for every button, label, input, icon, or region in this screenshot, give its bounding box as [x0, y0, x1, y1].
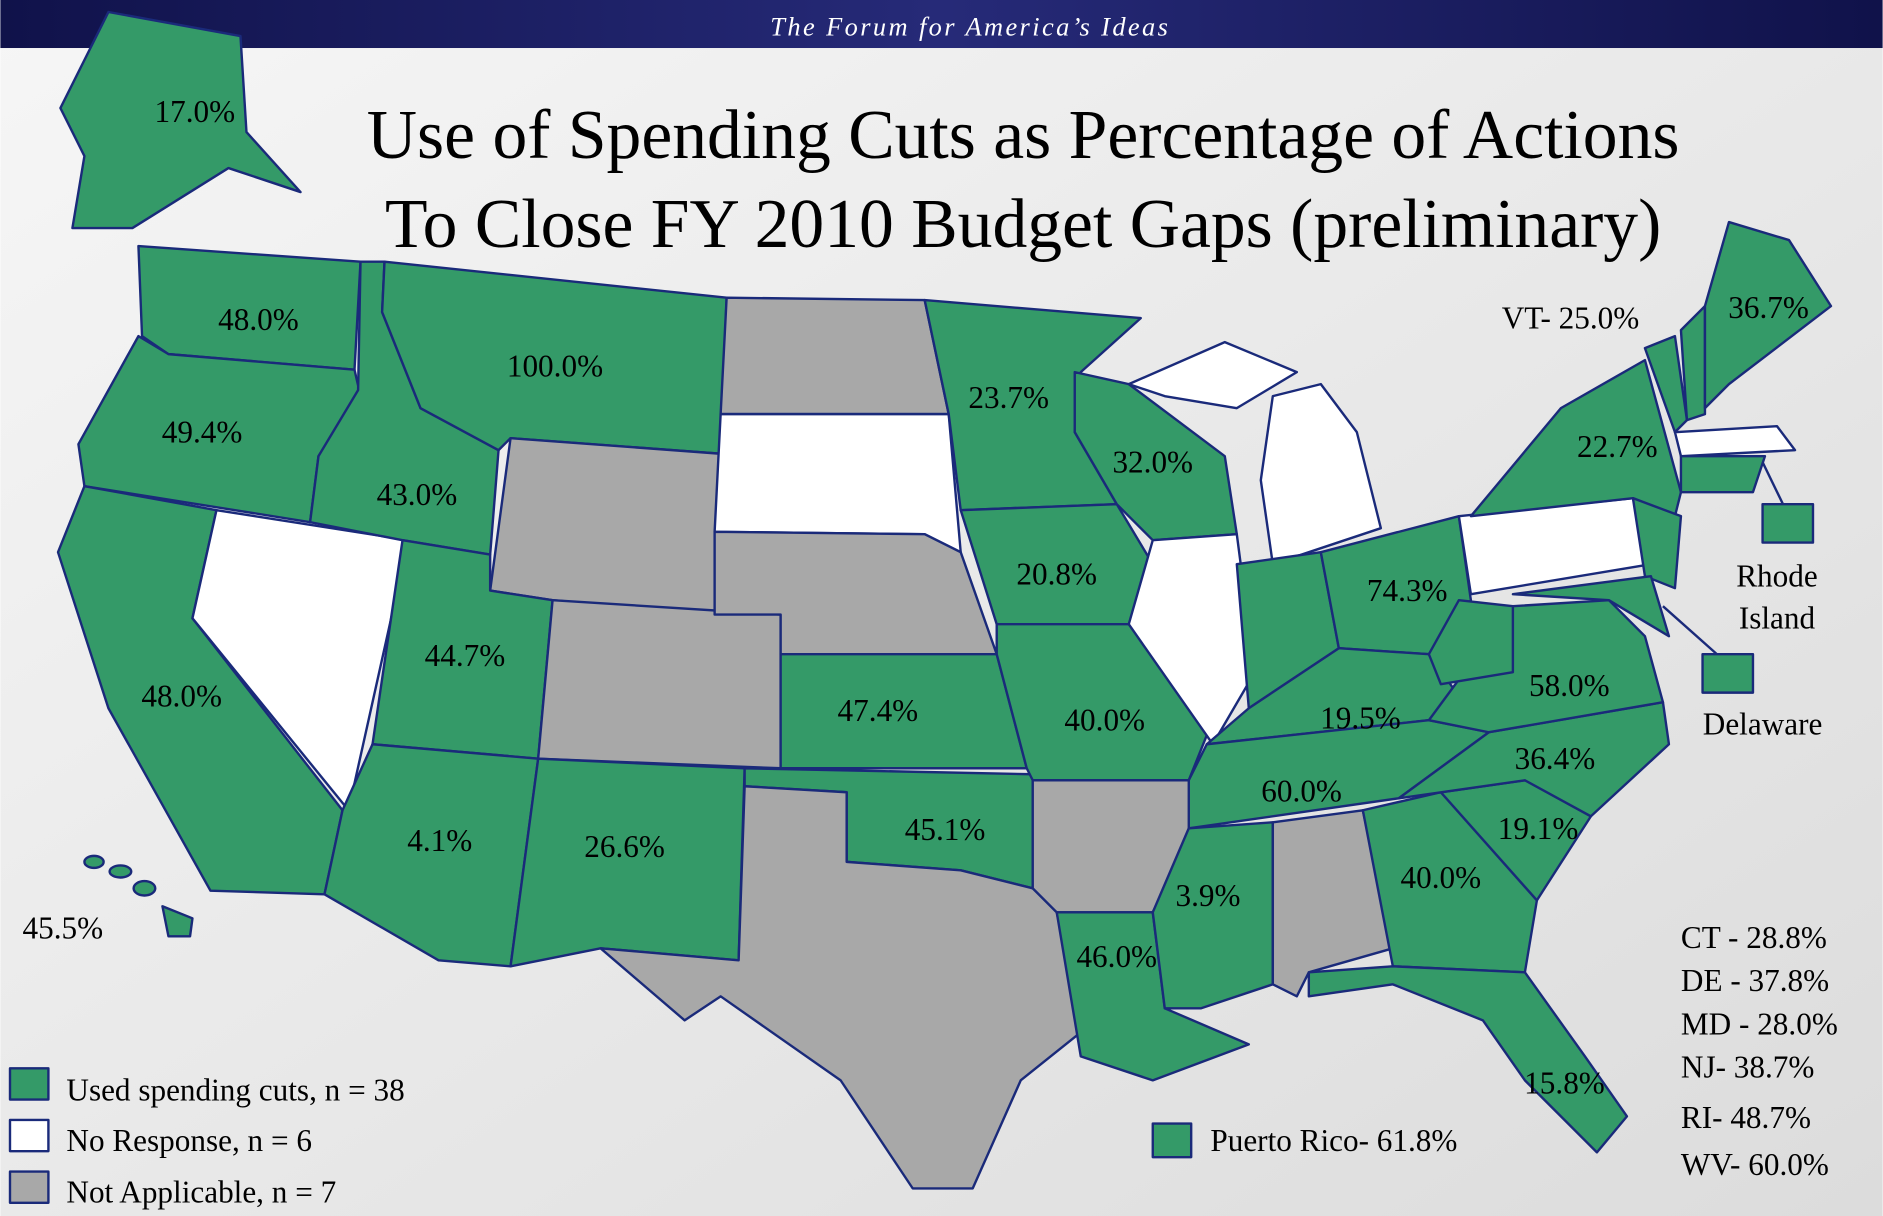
- states: [56, 10, 1833, 1190]
- callout-label: Delaware: [1703, 706, 1823, 741]
- legend: Used spending cuts, n = 38 No Response, …: [8, 1067, 1457, 1209]
- state: [1127, 340, 1299, 410]
- state: [1511, 574, 1671, 638]
- state-label: 22.7%: [1577, 429, 1658, 464]
- note: NJ- 38.7%: [1681, 1050, 1814, 1085]
- state-label: 20.8%: [1016, 556, 1097, 591]
- state-label: 49.4%: [162, 415, 243, 450]
- legend-swatch: [8, 1067, 50, 1101]
- note: WV- 60.0%: [1681, 1147, 1829, 1182]
- state-label: 26.6%: [584, 829, 665, 864]
- state-label: 74.3%: [1367, 573, 1448, 608]
- state: [536, 598, 782, 770]
- state-label: 45.5%: [23, 910, 104, 945]
- island: [108, 864, 133, 879]
- territory-label: Puerto Rico- 61.8%: [1210, 1123, 1457, 1158]
- state-label: 46.0%: [1076, 939, 1157, 974]
- state-label: 40.0%: [1064, 703, 1145, 738]
- note: RI- 48.7%: [1681, 1100, 1811, 1135]
- header-bar: [0, 0, 1883, 49]
- state: [1679, 304, 1707, 422]
- state: [1427, 598, 1515, 686]
- legend-label: No Response, n = 6: [66, 1123, 312, 1158]
- state: [1673, 424, 1797, 458]
- state-label: 43.0%: [377, 477, 458, 512]
- state-label: 36.4%: [1515, 741, 1596, 776]
- title: To Close FY 2010 Budget Gaps (preliminar…: [385, 186, 1661, 263]
- state-label: 48.0%: [141, 679, 222, 714]
- state: [1703, 220, 1833, 410]
- state: [719, 296, 950, 416]
- tagline: The Forum for America’s Ideas: [770, 11, 1170, 41]
- callout-label: Rhode: [1736, 559, 1817, 594]
- state-label: 4.1%: [407, 823, 472, 858]
- island: [132, 879, 157, 897]
- state: [488, 436, 722, 616]
- state-label: 3.9%: [1175, 878, 1240, 913]
- callout-box: [1761, 502, 1815, 544]
- callout-line: [1662, 605, 1718, 656]
- state-label: 36.7%: [1728, 290, 1809, 325]
- callout-line: [1761, 461, 1785, 505]
- note: CT - 28.8%: [1681, 920, 1827, 955]
- state: [1259, 382, 1383, 566]
- state-label: 60.0%: [1261, 774, 1342, 809]
- legend-swatch: [8, 1118, 50, 1153]
- state-label: 23.7%: [968, 380, 1049, 415]
- state-label: 19.5%: [1320, 700, 1401, 735]
- title: Use of Spending Cuts as Percentage of Ac…: [367, 97, 1680, 174]
- state-label: 15.8%: [1524, 1065, 1605, 1100]
- state-label: 44.7%: [425, 638, 506, 673]
- legend-swatch: [8, 1170, 50, 1204]
- legend-label: Not Applicable, n = 7: [66, 1174, 336, 1209]
- note: MD - 28.0%: [1681, 1006, 1838, 1041]
- state-label: 19.1%: [1498, 811, 1579, 846]
- callout-label: Island: [1739, 601, 1816, 636]
- state: [1679, 454, 1767, 494]
- state: [1127, 532, 1257, 746]
- note: DE - 37.8%: [1681, 963, 1829, 998]
- island: [83, 854, 105, 870]
- island: [161, 905, 194, 938]
- state-label: 58.0%: [1529, 668, 1610, 703]
- state-label: VT- 25.0%: [1502, 301, 1640, 336]
- state: [1307, 965, 1629, 1154]
- state-labels: 17.0% 48.0% 100.0% 49.4% 43.0% 23.7% 32.…: [23, 94, 1823, 1100]
- state-label: 48.0%: [218, 302, 299, 337]
- state-label: 32.0%: [1112, 445, 1193, 480]
- state: [1631, 496, 1683, 590]
- state-label: 45.1%: [905, 812, 986, 847]
- notes: CT - 28.8% DE - 37.8% MD - 28.0% NJ- 38.…: [1681, 920, 1838, 1182]
- callout-box: [1701, 653, 1755, 694]
- state-label: 47.4%: [838, 693, 919, 728]
- state: [59, 10, 302, 230]
- territory-swatch: [1151, 1122, 1193, 1159]
- state-label: 100.0%: [507, 349, 603, 384]
- state-label: 17.0%: [155, 94, 236, 129]
- state: [599, 785, 1082, 1190]
- legend-label: Used spending cuts, n = 38: [66, 1072, 404, 1107]
- state-label: 40.0%: [1401, 860, 1482, 895]
